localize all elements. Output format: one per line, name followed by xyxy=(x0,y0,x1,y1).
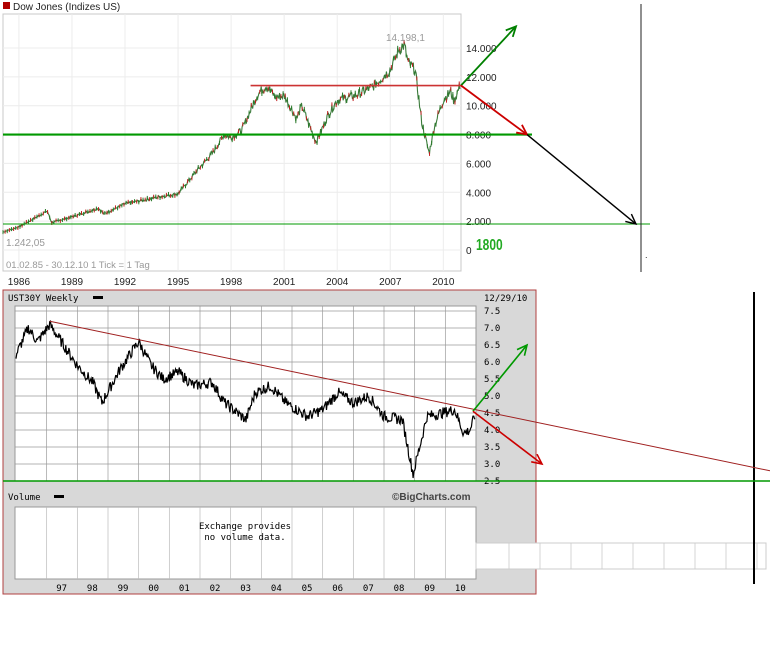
ust-panel-border xyxy=(2,289,537,595)
dow-long-down-arrow-head xyxy=(625,213,638,226)
ust-series xyxy=(15,320,476,479)
dow-x-tick-label: 1986 xyxy=(8,277,31,288)
ust-y-tick-label: 6.0 xyxy=(484,358,500,368)
ust-y-tick-label: 5.0 xyxy=(484,392,500,402)
ust-x-tick-label: 97 xyxy=(56,584,67,594)
ust-title: UST30Y Weekly xyxy=(8,294,79,304)
ust-x-tick-label: 00 xyxy=(148,584,159,594)
ust-down-arrow-head xyxy=(531,453,544,466)
ust-y-tick-label: 4.5 xyxy=(484,409,500,419)
dow-title-icon xyxy=(3,2,10,9)
ust-extension-strip xyxy=(475,542,767,570)
ust-y-tick-label: 7.5 xyxy=(484,307,500,317)
dow-y-tick-label: 4.000 xyxy=(466,188,491,199)
dow-x-tick-label: 2004 xyxy=(326,277,349,288)
ust-volume-title: Volume xyxy=(8,493,41,503)
dow-up-arrow-head xyxy=(505,24,518,38)
ust-y-tick-label: 2.5 xyxy=(484,477,500,487)
dow-x-tick-label: 1992 xyxy=(114,277,137,288)
ust-x-tick-label: 98 xyxy=(87,584,98,594)
ust-chart: UST30Y Weekly 12/29/10 7.5 7.0 6.5 6.0 5.5 5.… xyxy=(2,289,770,595)
dow-x-tick-label: 1998 xyxy=(220,277,243,288)
ust-x-tick-label: 10 xyxy=(455,584,466,594)
dow-x-axis: 1986 1989 1992 1995 1998 2001 2004 2007 2010 xyxy=(8,277,455,288)
dow-high-label: 14.198,1 xyxy=(386,33,425,44)
ust-up-arrow-head xyxy=(516,343,529,356)
ust-x-tick-label: 01 xyxy=(179,584,190,594)
dow-long-down-arrow xyxy=(526,134,637,225)
ust-x-tick-label: 09 xyxy=(424,584,435,594)
dow-x-tick-label: 2001 xyxy=(273,277,296,288)
ust-volume-message-1: Exchange provides xyxy=(199,522,291,532)
ust-volume-message-2: no volume data. xyxy=(204,533,285,543)
ust-volume-gridlines xyxy=(46,507,446,579)
dow-y-axis: 14.000 12.000 10.000 8.000 6.000 4.000 2.000 0 xyxy=(466,44,497,257)
dow-y-tick-label: 6.000 xyxy=(466,159,491,170)
ust-y-tick-label: 3.5 xyxy=(484,443,500,453)
dow-plot-frame xyxy=(2,13,462,272)
ust-y-tick-label: 3.0 xyxy=(484,460,500,470)
dow-x-tick-label: 2007 xyxy=(379,277,402,288)
dow-low-label: 1.242,05 xyxy=(6,238,45,249)
ust-x-tick-label: 04 xyxy=(271,584,282,594)
ust-date-label: 12/29/10 xyxy=(484,294,527,304)
ust-trendline xyxy=(49,320,770,472)
ust-x-tick-label: 02 xyxy=(210,584,221,594)
ust-x-axis: 97 98 99 00 01 02 03 04 05 06 07 08 09 10 xyxy=(56,584,466,594)
dow-y-tick-label: 10.000 xyxy=(466,102,497,113)
ust-x-tick-label: 05 xyxy=(302,584,313,594)
ust-extension-bg xyxy=(475,542,767,570)
dow-x-tick-label: 1989 xyxy=(61,277,84,288)
dow-y-tick-label: 12.000 xyxy=(466,73,497,84)
ust-x-tick-label: 08 xyxy=(394,584,405,594)
ust-y-axis: 7.5 7.0 6.5 6.0 5.5 5.0 4.5 4.0 3.5 3.0 2.5 xyxy=(484,307,500,487)
ust-volume-area xyxy=(14,506,477,580)
ust-x-tick-label: 99 xyxy=(118,584,129,594)
ust-x-tick-label: 03 xyxy=(240,584,251,594)
dow-title: Dow Jones (Indizes US) xyxy=(13,2,120,13)
ust-volume-dash xyxy=(54,495,64,498)
dow-right-marker-dot: . xyxy=(645,250,648,260)
ust-watermark: ©BigCharts.com xyxy=(392,492,471,503)
ust-line xyxy=(15,320,476,479)
dow-y-tick-label: 0 xyxy=(466,246,472,257)
dow-annotation-1800: 1800 xyxy=(476,235,503,253)
dow-down-arrow xyxy=(460,84,528,136)
dow-up-arrow xyxy=(460,25,517,87)
ust-y-tick-label: 5.5 xyxy=(484,375,500,385)
ust-plot-area xyxy=(14,305,477,482)
ust-y-tick-label: 6.5 xyxy=(484,341,500,351)
dow-y-tick-label: 2.000 xyxy=(466,217,491,228)
dow-footer: 01.02.85 - 30.12.10 1 Tick = 1 Tag xyxy=(6,260,150,271)
ust-up-arrow xyxy=(472,344,528,412)
ust-x-tick-label: 06 xyxy=(332,584,343,594)
dow-chart: Dow Jones (Indizes US) 1986 1989 1992 1995 1… xyxy=(2,2,650,288)
dow-x-tick-label: 2010 xyxy=(432,277,455,288)
ust-overlays xyxy=(3,320,770,482)
ust-title-dash xyxy=(93,296,103,299)
ust-down-arrow xyxy=(472,410,543,465)
ust-x-tick-label: 07 xyxy=(363,584,374,594)
dow-levels xyxy=(3,24,650,226)
dow-y-tick-label: 14.000 xyxy=(466,44,497,55)
ust-y-tick-label: 7.0 xyxy=(484,324,500,334)
dow-x-tick-label: 1995 xyxy=(167,277,190,288)
ust-y-tick-label: 4.0 xyxy=(484,426,500,436)
dow-y-tick-label: 8.000 xyxy=(466,131,491,142)
